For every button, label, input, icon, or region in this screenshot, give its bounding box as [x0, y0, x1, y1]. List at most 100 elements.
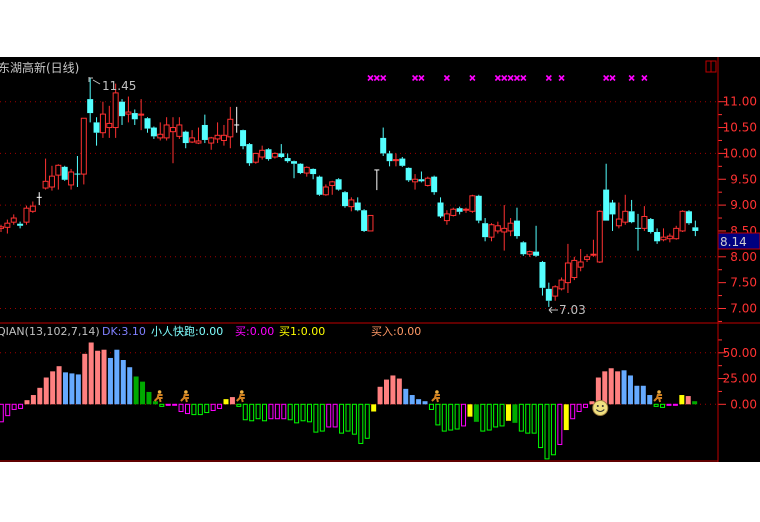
indicator-bar-hollow	[435, 403, 441, 426]
candle-body-up	[4, 222, 11, 228]
candle	[291, 160, 298, 179]
indicator-bar-hollow	[210, 403, 216, 411]
runner-head	[157, 390, 162, 394]
candle	[240, 129, 247, 150]
indicator-bar-hollow	[531, 403, 537, 434]
candle-body-down	[692, 227, 699, 231]
indicator-bar	[692, 401, 698, 405]
candle-body-up	[469, 195, 476, 212]
candle-body-down	[539, 261, 546, 288]
price-tick-label: 10.50	[723, 121, 757, 135]
candle-body-down	[609, 202, 616, 215]
candle-body-up	[169, 127, 176, 133]
candle	[660, 228, 667, 242]
candle	[405, 167, 412, 182]
candle	[552, 285, 559, 301]
indicator-buy-in: 买入:0.00	[371, 325, 421, 338]
candle-body-down	[405, 167, 412, 181]
indicator-bar-hollow	[550, 403, 556, 456]
candle-body-up	[68, 171, 75, 186]
candle-body-down	[654, 231, 661, 242]
candle	[163, 117, 170, 141]
candle-body-down	[456, 208, 463, 212]
candle-body-down	[533, 251, 540, 256]
indicator-bar	[75, 374, 81, 405]
candle-body-down	[520, 242, 527, 255]
indicator-bar	[223, 399, 229, 405]
candle	[431, 175, 438, 195]
candle-body-up	[412, 178, 419, 183]
indicator-bar-hollow	[184, 403, 190, 415]
candle-body-down	[61, 166, 68, 180]
indicator-bar-hollow	[332, 403, 338, 428]
candle	[201, 114, 208, 144]
indicator-bar	[127, 367, 133, 405]
indicator-bar	[43, 377, 49, 405]
candle	[361, 209, 368, 232]
candle-body-down	[361, 210, 368, 231]
candle	[17, 221, 24, 229]
candle-body-up	[660, 236, 667, 241]
candle	[647, 218, 654, 234]
candle	[0, 224, 4, 232]
candle	[195, 127, 202, 145]
indicator-bar-hollow	[18, 403, 24, 409]
candle	[673, 225, 680, 240]
indicator-icons	[153, 390, 663, 416]
indicator-bar-hollow	[268, 403, 274, 420]
signal-marker	[411, 74, 419, 82]
candle	[23, 205, 30, 225]
candle-body-down	[380, 137, 387, 154]
candle	[4, 219, 11, 234]
indicator-bar	[120, 360, 126, 405]
candle-body-up	[552, 286, 559, 297]
signal-marker	[373, 74, 380, 82]
candle	[93, 117, 100, 146]
candle	[119, 99, 126, 125]
high-price-label: 11.45	[102, 79, 136, 93]
panel-toggle-button[interactable]	[705, 60, 717, 73]
candle-body-down	[150, 127, 157, 137]
indicator-bar-hollow	[660, 403, 666, 408]
smiley-mouth	[595, 409, 605, 412]
candle-body-up	[252, 152, 259, 163]
indicator-bar-hollow	[518, 403, 524, 432]
candle	[584, 254, 591, 262]
high-pointer-icon	[88, 77, 101, 85]
indicator-bar	[107, 357, 113, 405]
indicator-bar	[640, 385, 646, 405]
candle-body-up	[189, 137, 196, 143]
indicator-bar	[422, 401, 428, 405]
candle-body-down	[93, 122, 100, 133]
candle-body-up	[450, 208, 457, 216]
indicator-bar-hollow	[217, 403, 223, 409]
candle	[310, 168, 317, 180]
runner-body	[653, 393, 663, 403]
candle-body-up	[322, 186, 329, 196]
signal-marker	[380, 74, 387, 82]
candle	[335, 178, 342, 191]
candle	[234, 106, 240, 133]
candle-body-up	[329, 181, 336, 186]
candle-body-up	[424, 177, 431, 186]
candle-body-down	[603, 189, 610, 221]
candle	[246, 143, 253, 166]
last-price-value: 8.14	[720, 235, 747, 249]
price-tick-label: 7.00	[730, 302, 757, 316]
candle-body-up	[679, 210, 686, 232]
indicator-bar	[114, 349, 120, 405]
indicator-bar-hollow	[294, 403, 300, 424]
smiley-eye	[601, 405, 604, 407]
candle-body-up	[641, 215, 648, 229]
candle	[278, 144, 285, 159]
candle	[189, 130, 196, 144]
candle-body-up	[163, 124, 170, 139]
indicator-bar	[621, 370, 627, 405]
candle-body-down	[513, 220, 520, 237]
signal-marker	[494, 74, 501, 82]
candle-body-down	[545, 288, 552, 301]
indicator-bar-hollow	[576, 403, 582, 413]
candle	[125, 96, 132, 123]
indicator-bar	[403, 388, 409, 405]
